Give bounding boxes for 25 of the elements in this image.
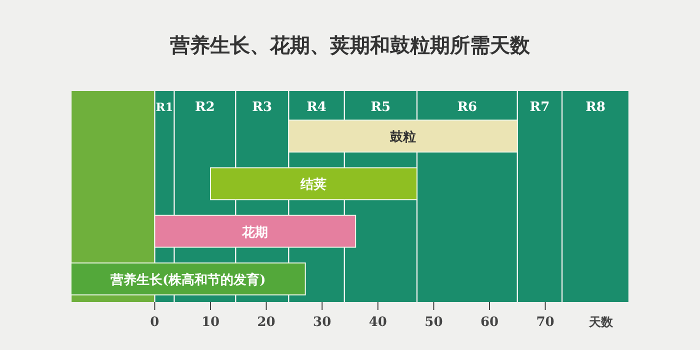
band-label: R3 xyxy=(252,100,272,115)
x-tick-label: 10 xyxy=(201,315,220,330)
band-label: R5 xyxy=(370,100,391,115)
band-label: R6 xyxy=(457,100,478,115)
band-label: R4 xyxy=(306,100,326,115)
band-label: R7 xyxy=(530,100,550,115)
y-tick-label: 鼓粒 xyxy=(389,130,416,146)
y-tick-label: 花期 xyxy=(241,225,268,240)
y-tick-label: 营养生长(株高和节的发育) xyxy=(110,272,266,288)
x-tick-label: 70 xyxy=(536,315,554,330)
x-axis-title: 天数 xyxy=(588,315,614,329)
band-label: R8 xyxy=(586,100,606,115)
x-tick-label: 50 xyxy=(424,315,443,330)
bar xyxy=(210,167,418,200)
band-label: R2 xyxy=(194,100,215,115)
x-tick-label: 30 xyxy=(313,315,332,330)
x-tick-label: 60 xyxy=(480,315,499,330)
x-tick-label: 20 xyxy=(257,315,276,330)
chart-title: 营养生长、花期、荚期和鼓粒期所需天数 xyxy=(169,33,531,57)
bar xyxy=(154,214,356,248)
bar xyxy=(288,120,518,153)
x-tick-label: 40 xyxy=(368,315,387,330)
x-tick-label: 0 xyxy=(150,315,160,330)
y-tick-label: 结荚 xyxy=(300,176,327,193)
band-label: R1 xyxy=(156,100,174,114)
